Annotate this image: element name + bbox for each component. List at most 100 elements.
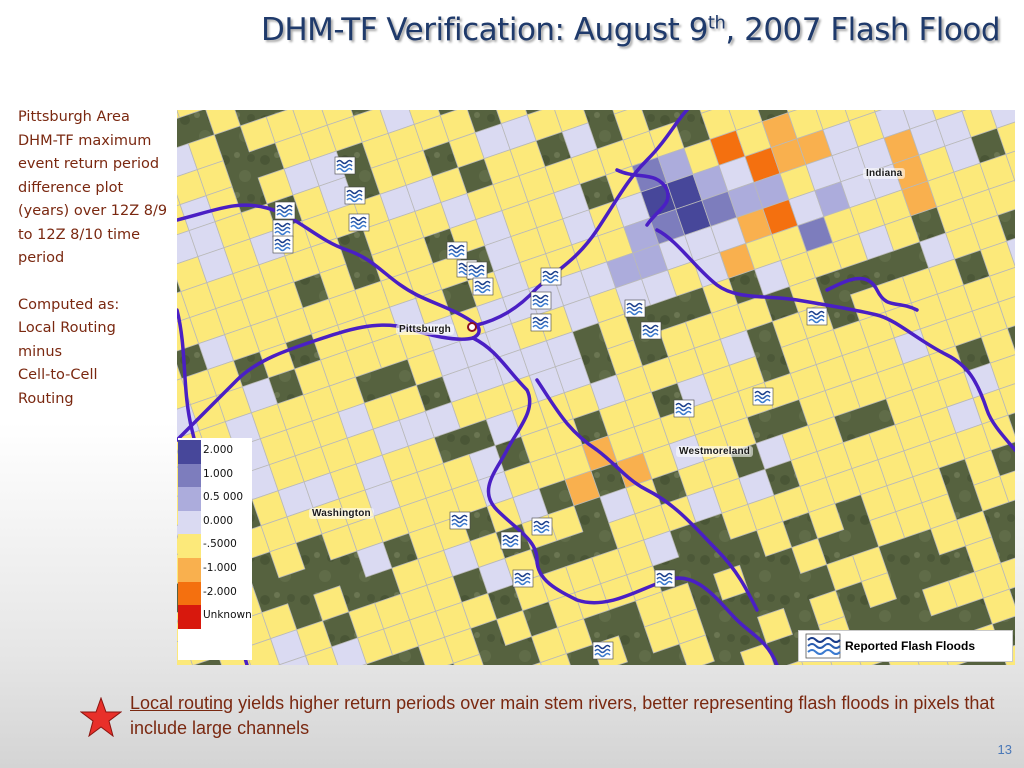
flash-flood-marker-icon [334,156,356,175]
flash-flood-marker-icon [500,531,522,550]
legend-row: -2.000 [178,581,252,606]
flash-flood-marker-icon [624,299,646,318]
grid-cell [177,352,183,388]
grid-cell [998,379,1015,416]
grid-cell [564,470,601,507]
bottom-statement: Local routing yields higher return perio… [130,691,1010,741]
legend-label: Unknown [203,609,252,622]
computed-line-5: Routing [18,390,74,407]
grid-cell [757,607,793,644]
river-monongahela [471,336,779,665]
legend-swatch [178,440,201,464]
grid-cell [643,530,680,567]
grid-cell [988,179,1015,216]
grid-cell [461,592,498,629]
legend-swatch [178,534,201,558]
grid-cell [557,618,593,655]
grid-cell [756,520,793,557]
flash-flood-marker-icon [272,219,294,238]
legend: 2.000 1.000 0.5 000 0.000 -.5000 -1.000 -2.000… [178,438,252,660]
flash-flood-marker-icon [673,399,695,418]
grid-cell [1000,553,1015,590]
computed-line-2: Local Routing [18,320,116,336]
legend-swatch [178,605,201,629]
legend-label: 1.000 [203,467,234,480]
computed-line-4: Cell-to-Cell [18,367,98,383]
grid-cell [999,466,1015,503]
grid-cell [279,655,315,665]
grid-cell [1005,144,1015,181]
legend-swatch [178,510,201,535]
flash-flood-marker-icon [272,235,294,254]
river-north [615,168,670,227]
computed-line-1: Computed as: [18,296,120,313]
place-label-westmoreland: Westmoreland [676,446,754,457]
river-youghiogheny [535,378,759,612]
grid-cell [1006,231,1015,268]
legend-row: 2.000 [178,440,252,464]
legend-swatch [178,581,201,606]
title-end: , 2007 Flash Flood [725,12,1000,48]
flash-flood-marker-icon [640,321,662,340]
return-period-map: Indiana Pittsburgh Westmoreland Washingt… [177,110,1015,665]
grid-cell [204,110,241,136]
grid-cell [997,292,1015,329]
place-label-washington: Washington [309,508,374,519]
description-text: Pittsburgh Area DHM-TF maximum event ret… [18,109,168,266]
flash-flood-marker-icon [466,261,488,280]
legend-label: 0.5 000 [203,491,244,504]
legend-row: 0.000 [178,510,252,535]
flash-flood-marker-icon [530,291,552,310]
side-description: Pittsburgh Area DHM-TF maximum event ret… [18,106,168,411]
place-label-pittsburgh: Pittsburgh [396,324,454,335]
computed-as-text: Computed as: Local Routing minus Cell-to… [18,294,168,412]
legend-swatch [178,463,201,488]
legend-swatch [178,558,201,582]
bottom-statement-rest: yields higher return periods over main s… [130,693,995,738]
legend-label: 0.000 [203,514,234,527]
place-label-indiana: Indiana [863,168,906,179]
river-east-creek [825,276,919,312]
grid-cell [808,503,845,539]
flash-flood-marker-icon [540,267,562,286]
legend-label: -2.000 [203,585,237,598]
computed-line-3: minus [18,343,63,360]
grid-cell [356,541,393,578]
grid-cell [496,610,533,646]
grid-cell [884,215,921,252]
grid-cell [791,538,828,574]
grid-cell [539,653,576,665]
legend-row: -1.000 [178,558,252,582]
flash-flood-marker-icon [806,307,828,326]
grid-cell [774,659,811,665]
grid-cell [453,653,489,665]
title-main: DHM-TF Verification: August 9 [260,12,708,48]
flash-flood-marker-icon [446,241,468,260]
pittsburgh-marker-icon [467,322,477,332]
page-number: 13 [997,742,1012,757]
legend-row: 0.5 000 [178,487,252,511]
grid-cell [982,588,1015,625]
flash-flood-marker-icon [654,569,676,588]
flash-flood-marker-icon [512,569,534,588]
legend-label: -1.000 [203,562,237,574]
grid-cell [678,634,715,665]
flash-flood-wave-icon [805,633,841,659]
flash-flood-marker-icon [531,517,553,536]
flash-flood-marker-icon [348,213,370,232]
legend-swatch [178,487,201,511]
flash-flood-marker-icon [752,387,774,406]
legend-label: -.5000 [203,538,237,551]
legend-row: 1.000 [178,463,252,488]
legend-label: 2.000 [203,444,234,456]
grid-cell [739,642,776,665]
river-kiski [655,228,1015,452]
grid-cell [177,110,206,119]
map-canvas [177,110,1015,665]
flash-flood-marker-icon [530,313,552,332]
grid-cell [713,564,750,601]
red-star-icon [80,697,122,737]
local-routing-link[interactable]: Local routing [130,693,234,713]
grid-cell [861,572,897,609]
grid-cell [547,505,584,542]
